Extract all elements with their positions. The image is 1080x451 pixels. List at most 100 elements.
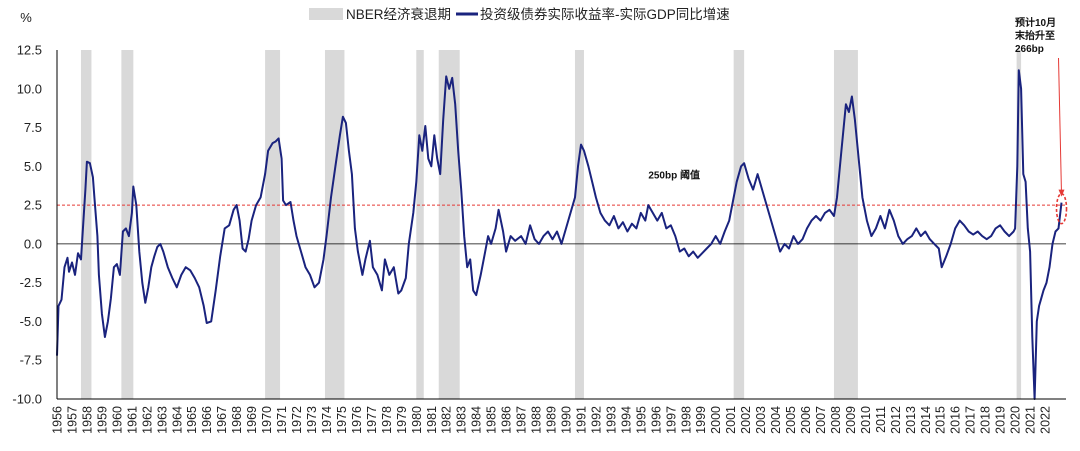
x-tick-label: 1979	[395, 406, 409, 434]
recession-band-9	[1016, 50, 1022, 399]
x-tick-label: 1977	[365, 406, 379, 434]
legend-recession-swatch	[309, 8, 343, 20]
x-tick-label: 2000	[709, 406, 723, 434]
y-tick-label: 2.5	[24, 198, 42, 213]
legend-series-label: 投资级债券实际收益率-实际GDP同比增速	[480, 6, 730, 22]
annotation-text: 预计10月 末抬升至 266bp	[1015, 16, 1056, 55]
x-tick-label: 1962	[140, 406, 154, 434]
x-tick-label: 1970	[260, 406, 274, 434]
x-tick-label: 1988	[530, 406, 544, 434]
y-tick-label: -5.0	[20, 314, 42, 329]
x-tick-label: 1963	[155, 406, 169, 434]
x-tick-label: 1999	[694, 406, 708, 434]
x-tick-label: 1992	[589, 406, 603, 434]
x-tick-label: 2003	[754, 406, 768, 434]
x-tick-label: 1994	[619, 406, 633, 434]
recession-band-5	[438, 50, 460, 399]
y-tick-label: 10.0	[17, 81, 42, 96]
x-tick-label: 2016	[949, 406, 963, 434]
y-tick-label: -2.5	[20, 275, 42, 290]
x-tick-label: 1990	[559, 406, 573, 434]
recession-band-1	[121, 50, 134, 399]
x-tick-label: 1960	[110, 406, 124, 434]
x-tick-label: 1974	[320, 406, 334, 434]
x-tick-label: 2009	[844, 406, 858, 434]
x-tick-label: 1987	[515, 406, 529, 434]
x-tick-labels: 1956 1957 1958 1959 1960 1961 1962 1963 1964 1965…	[51, 406, 1053, 434]
y-tick-label: 7.5	[24, 120, 42, 135]
x-tick-label: 1969	[245, 406, 259, 434]
recession-band-0	[80, 50, 92, 399]
x-tick-label: 2008	[829, 406, 843, 434]
x-tick-label: 2018	[979, 406, 993, 434]
x-tick-label: 2006	[799, 406, 813, 434]
x-tick-label: 1958	[80, 406, 94, 434]
x-tick-label: 2019	[994, 406, 1008, 434]
recession-band-4	[416, 50, 424, 399]
y-tick-label: 0.0	[24, 236, 42, 251]
x-tick-label: 1991	[574, 406, 588, 434]
recession-band-6	[574, 50, 584, 399]
x-tick-label: 1983	[455, 406, 469, 434]
x-tick-label: 1998	[679, 406, 693, 434]
x-tick-label: 2011	[874, 406, 888, 433]
x-tick-label: 2005	[784, 406, 798, 434]
x-tick-label: 2007	[814, 406, 828, 434]
x-tick-label: 1959	[95, 406, 109, 434]
x-tick-label: 2004	[769, 406, 783, 434]
x-tick-label: 1957	[65, 406, 79, 434]
x-tick-label: 2021	[1024, 406, 1038, 434]
x-tick-label: 1973	[305, 406, 319, 434]
x-tick-label: 1985	[485, 406, 499, 434]
recession-bands	[80, 50, 1022, 399]
recession-band-7	[733, 50, 745, 399]
series-line	[56, 69, 1063, 400]
x-tick-label: 1982	[440, 406, 454, 434]
y-tick-label: -10.0	[12, 392, 42, 407]
x-tick-label: 1989	[545, 406, 559, 434]
annotation-line-3: 266bp	[1015, 44, 1044, 55]
x-tick-label: 1961	[125, 406, 139, 434]
annotation-line-2: 末抬升至	[1015, 29, 1055, 42]
x-tick-label: 1966	[200, 406, 214, 434]
x-tick-label: 1968	[230, 406, 244, 434]
x-tick-label: 1978	[380, 406, 394, 434]
x-tick-label: 1971	[275, 406, 289, 434]
x-tick-label: 1972	[290, 406, 304, 434]
y-axis-label: %	[20, 10, 32, 25]
recession-band-8	[833, 50, 858, 399]
x-tick-label: 1956	[51, 406, 65, 434]
x-tick-label: 2001	[724, 406, 738, 434]
x-tick-label: 1976	[350, 406, 364, 434]
x-tick-label: 1981	[425, 406, 439, 434]
x-tick-label: 1984	[470, 406, 484, 434]
x-tick-label: 2020	[1009, 406, 1023, 434]
legend: NBER经济衰退期 投资级债券实际收益率-实际GDP同比增速	[309, 6, 730, 22]
x-tick-label: 2017	[964, 406, 978, 434]
x-tick-label: 2022	[1039, 406, 1053, 434]
x-tick-label: 2002	[739, 406, 753, 434]
y-tick-label: 12.5	[17, 43, 42, 58]
x-tick-label: 1995	[634, 406, 648, 434]
x-tick-label: 1980	[410, 406, 424, 434]
y-tick-label: -7.5	[20, 353, 42, 368]
x-tick-label: 2014	[919, 406, 933, 434]
threshold-label: 250bp 阈值	[648, 169, 700, 182]
x-tick-label: 2010	[859, 406, 873, 434]
x-tick-label: 2015	[934, 406, 948, 434]
x-tick-label: 1967	[215, 406, 229, 434]
x-tick-label: 1965	[185, 406, 199, 434]
y-tick-label: 5.0	[24, 159, 42, 174]
x-tick-label: 1964	[170, 406, 184, 434]
annotation-arrowhead	[1058, 189, 1065, 197]
annotation-line-1: 预计10月	[1015, 16, 1056, 29]
x-tick-label: 1975	[335, 406, 349, 434]
recession-band-2	[265, 50, 281, 399]
x-tick-label: 2012	[889, 406, 903, 434]
x-tick-label: 1997	[664, 406, 678, 434]
x-tick-label: 2013	[904, 406, 918, 434]
annotation-circle	[1055, 192, 1068, 225]
x-tick-label: 1986	[500, 406, 514, 434]
x-tick-label: 1993	[604, 406, 618, 434]
